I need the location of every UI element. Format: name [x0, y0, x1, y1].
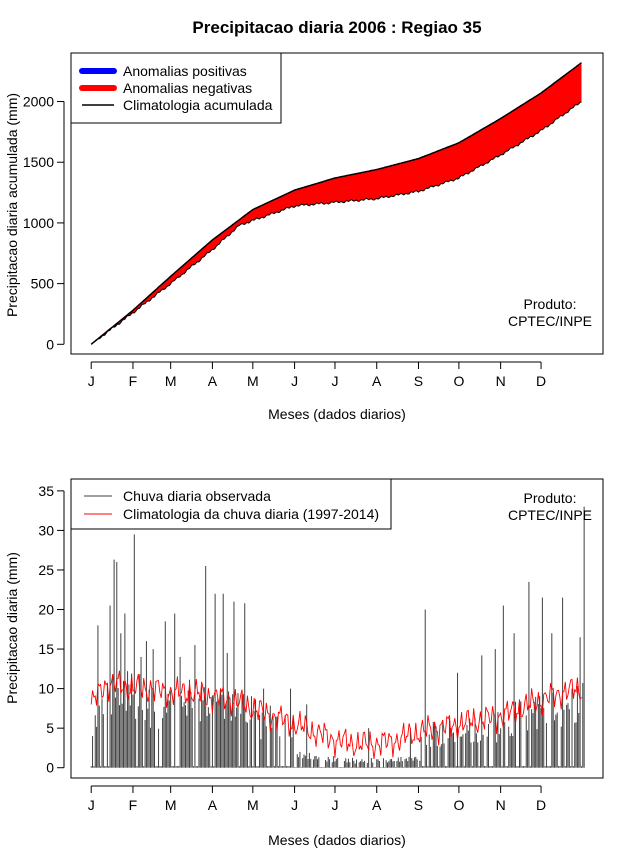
y-tick-label: 2000 — [23, 94, 54, 110]
y-tick-label: 500 — [31, 276, 55, 292]
x-tick-label: F — [129, 373, 138, 389]
legend-label-positive: Anomalias positivas — [123, 63, 247, 79]
legend-label-observed: Chuva diaria observada — [123, 488, 271, 504]
legend-box-daily — [70, 478, 392, 530]
daily-x-tick-label: S — [414, 797, 423, 813]
product-annotation-daily-line1: Produto: — [524, 490, 577, 506]
x-tick-label: A — [208, 373, 218, 389]
x-tick-label: O — [453, 373, 464, 389]
daily-x-tick-label: J — [331, 797, 338, 813]
product-annotation-daily-line2: CPTEC/INPE — [508, 507, 592, 523]
x-tick-label: M — [247, 373, 259, 389]
daily-x-tick-label: O — [453, 797, 464, 813]
daily-climatology-group — [90, 670, 582, 760]
x-tick-label: J — [88, 373, 95, 389]
daily-y-tick-label: 35 — [38, 483, 54, 499]
daily-climatology-line — [90, 670, 582, 760]
product-annotation-line2: CPTEC/INPE — [508, 313, 592, 329]
daily-x-tick-label: M — [165, 797, 177, 813]
daily-y-tick-label: 5 — [46, 720, 54, 736]
legend: Anomalias positivas Anomalias negativas … — [70, 52, 282, 124]
daily-x-tick-label: J — [291, 797, 298, 813]
y-axis: 0 500 1000 1500 2000 — [23, 94, 65, 352]
x-tick-label: N — [496, 373, 506, 389]
daily-y-tick-label: 20 — [38, 602, 54, 618]
daily-y-tick-label: 30 — [38, 522, 54, 538]
x-tick-label: A — [372, 373, 382, 389]
y-axis-daily: 0 5 10 15 20 25 30 35 — [38, 483, 65, 776]
x-tick-label: J — [331, 373, 338, 389]
daily-x-tick-label: M — [247, 797, 259, 813]
x-tick-label: S — [414, 373, 423, 389]
product-annotation-line1: Produto: — [524, 296, 577, 312]
x-axis-label-daily: Meses (dados diarios) — [268, 832, 406, 848]
y-tick-label: 0 — [46, 336, 54, 352]
legend-label-climatology-daily: Climatologia da chuva diaria (1997-2014) — [123, 506, 379, 522]
x-tick-label: J — [291, 373, 298, 389]
daily-x-tick-label: F — [129, 797, 138, 813]
daily-y-tick-label: 0 — [46, 760, 54, 776]
x-tick-label: D — [536, 373, 546, 389]
legend-label-climatology: Climatologia acumulada — [123, 97, 273, 113]
accumulated-panel: 0 500 1000 1500 2000 J F M A M J J A S O N D Precipitac… — [4, 52, 604, 422]
daily-panel: 0 5 10 15 20 25 30 35 J F M A M J J A S O N D Precipitacao… — [4, 478, 604, 848]
daily-bars-group — [90, 506, 585, 768]
plot-frame — [70, 52, 604, 355]
daily-y-tick-label: 15 — [38, 641, 54, 657]
daily-x-tick-label: N — [496, 797, 506, 813]
y-axis-label-daily: Precipitacao diaria (mm) — [4, 552, 20, 704]
daily-x-tick-label: D — [536, 797, 546, 813]
y-axis-label: Precipitacao diaria acumulada (mm) — [4, 93, 20, 317]
daily-y-tick-label: 10 — [38, 681, 54, 697]
legend-daily: Chuva diaria observada Climatologia da c… — [70, 478, 392, 530]
x-axis-label: Meses (dados diarios) — [268, 406, 406, 422]
chart-title: Precipitacao diaria 2006 : Regiao 35 — [192, 18, 481, 37]
daily-x-tick-label: J — [88, 797, 95, 813]
daily-x-tick-label: A — [208, 797, 218, 813]
x-tick-label: M — [165, 373, 177, 389]
observed-accumulated-line — [90, 101, 582, 345]
climatology-accumulated-line — [90, 62, 582, 345]
y-tick-label: 1500 — [23, 154, 54, 170]
daily-x-tick-label: A — [372, 797, 382, 813]
anomaly-area-group — [90, 62, 582, 345]
legend-label-negative: Anomalias negativas — [123, 80, 252, 96]
y-tick-label: 1000 — [23, 215, 54, 231]
daily-y-tick-label: 25 — [38, 562, 54, 578]
